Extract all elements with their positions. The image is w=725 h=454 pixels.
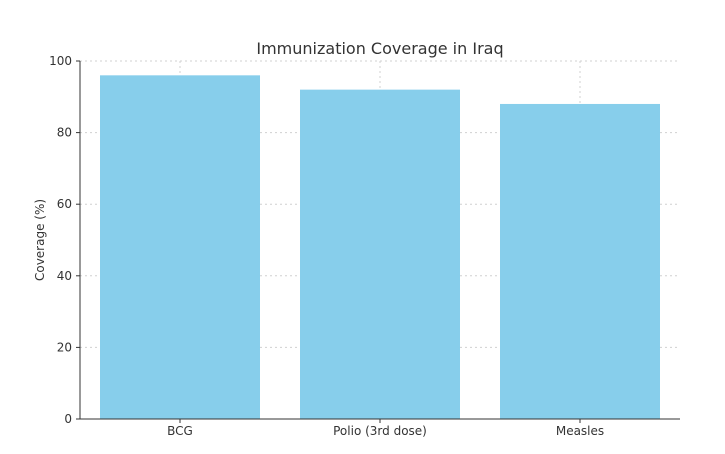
- tick-labels: 0 20 40 60 80 100 BCG Polio (3rd dose) Measles: [49, 54, 604, 438]
- y-tick-label-3: 60: [57, 197, 72, 211]
- y-tick-label-0: 0: [64, 412, 72, 426]
- chart-title: Immunization Coverage in Iraq: [256, 39, 503, 58]
- bar-measles: [500, 103, 660, 420]
- bar-bcg: [100, 75, 260, 419]
- bar-polio-3rd-dose: [300, 89, 460, 419]
- x-tick-label-0: BCG: [167, 424, 193, 438]
- x-tick-label-2: Measles: [556, 424, 604, 438]
- y-tick-label-1: 20: [57, 340, 72, 354]
- x-tick-label-1: Polio (3rd dose): [333, 424, 427, 438]
- bars-group: [100, 75, 660, 420]
- y-tick-label-4: 80: [57, 126, 72, 140]
- y-axis-label: Coverage (%): [33, 199, 47, 281]
- y-tick-label-5: 100: [49, 54, 72, 68]
- axes: [76, 60, 680, 423]
- y-tick-label-2: 40: [57, 269, 72, 283]
